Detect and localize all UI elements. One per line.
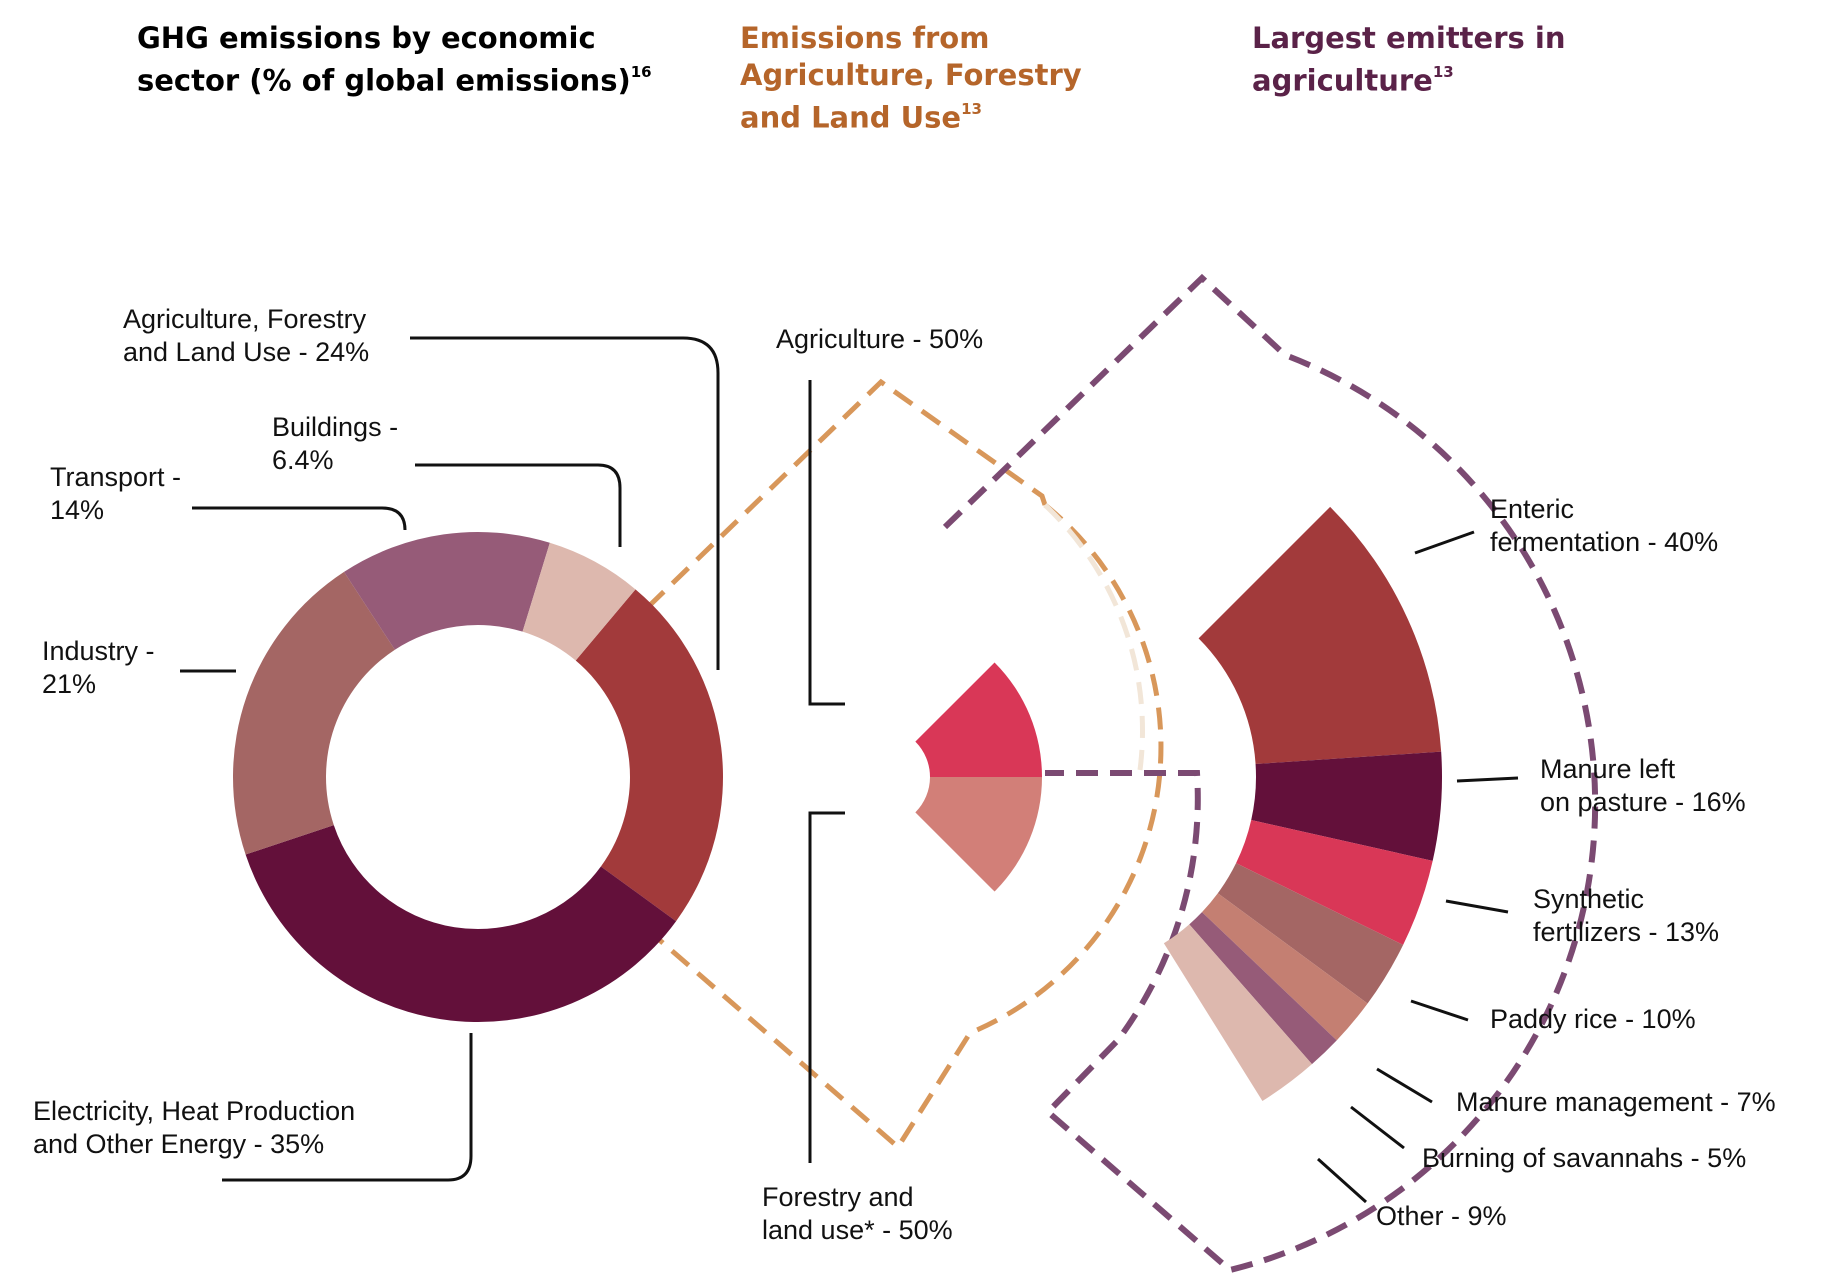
leader-electricity [222, 1033, 473, 1182]
tick-synthetic-fertilizers [1445, 899, 1509, 914]
afolu-slice-forestry-and-land-use [915, 777, 1042, 892]
agriculture-outline [942, 273, 1599, 1274]
donut-label-agriculture-forestry-and-land-use: Agriculture, Forestry and Land Use - 24% [123, 304, 369, 367]
afolu-label-agriculture: Agriculture - 50% [776, 324, 983, 354]
donut-slice-buildings [522, 542, 636, 661]
donut-slice-transport [344, 532, 550, 650]
leader-buildings [415, 463, 622, 547]
donut-slice-industry [233, 571, 395, 855]
agriculture-slice-burning-of-savannahs [1189, 912, 1337, 1065]
agriculture-slice-manure-management [1201, 893, 1368, 1041]
sector-donut [233, 532, 723, 1022]
leader-transport [192, 506, 407, 531]
agriculture-slice-enteric-fermentation [1198, 506, 1442, 765]
heading-afolu-emissions: Emissions from Agriculture, Forestry and… [740, 21, 1082, 135]
donut-label-buildings: Buildings -6.4% [272, 412, 398, 475]
agriculture-label-paddy-rice: Paddy rice - 10% [1490, 1004, 1696, 1034]
afolu-label-forestry-and-land-use: Forestry and land use* - 50% [762, 1182, 953, 1245]
agriculture-label-manure-management: Manure management - 7% [1456, 1087, 1776, 1117]
leader-forestry [808, 811, 845, 1163]
agriculture-slice-manure-left-on-pasture [1251, 751, 1443, 861]
agriculture-slice-other [1163, 924, 1312, 1101]
agriculture-label-burning-of-savannahs: Burning of savannahs - 5% [1422, 1143, 1746, 1173]
leader-agriculture [808, 380, 845, 706]
donut-slice-agriculture-forestry-and-land-use [575, 589, 723, 922]
leader-afolu [410, 336, 720, 670]
connector-outlines [646, 273, 1599, 1274]
heading-agriculture-emitters: Largest emitters in agriculture13 [1252, 21, 1566, 98]
chart-labels: Agriculture, Forestry and Land Use - 24% E… [33, 304, 1776, 1245]
agriculture-label-enteric-fermentation: Enteric fermentation - 40% [1490, 494, 1718, 557]
agriculture-slice-paddy-rice [1217, 863, 1404, 1004]
heading-sector-emissions: GHG emissions by economic sector (% of g… [137, 21, 652, 98]
donut-label-industry: Industry -21% [42, 636, 155, 699]
afolu-outline-arc [646, 503, 1164, 1151]
agriculture-slice-synthetic-fertilizers [1236, 820, 1433, 945]
agriculture-fan [1163, 506, 1443, 1101]
afolu-outline-faded [1043, 503, 1145, 771]
agriculture-label-other: Other - 9% [1376, 1201, 1507, 1231]
afolu-slice-agriculture [915, 662, 1042, 777]
afolu-fan [915, 662, 1042, 892]
afolu-outline-top [646, 378, 1048, 609]
donut-label-electricity-heat-production-and-other-energy: Electricity, Heat Production and Other En… [33, 1096, 355, 1159]
tick-other [1316, 1157, 1368, 1204]
tick-enteric-fermentation [1414, 530, 1475, 555]
agriculture-label-synthetic-fertilizers: Synthetic fertilizers - 13% [1533, 884, 1719, 947]
donut-slice-electricity-heat-production-and-other-energy [245, 825, 677, 1022]
tick-burning-of-savannahs [1350, 1105, 1405, 1150]
tick-manure-left-on-pasture [1456, 776, 1519, 783]
leader-lines [180, 336, 1519, 1204]
tick-manure-management [1376, 1067, 1433, 1104]
tick-paddy-rice [1410, 999, 1469, 1022]
agriculture-label-manure-left-on-pasture: Manure left on pasture - 16% [1540, 754, 1746, 817]
donut-label-transport: Transport -14% [50, 462, 181, 525]
